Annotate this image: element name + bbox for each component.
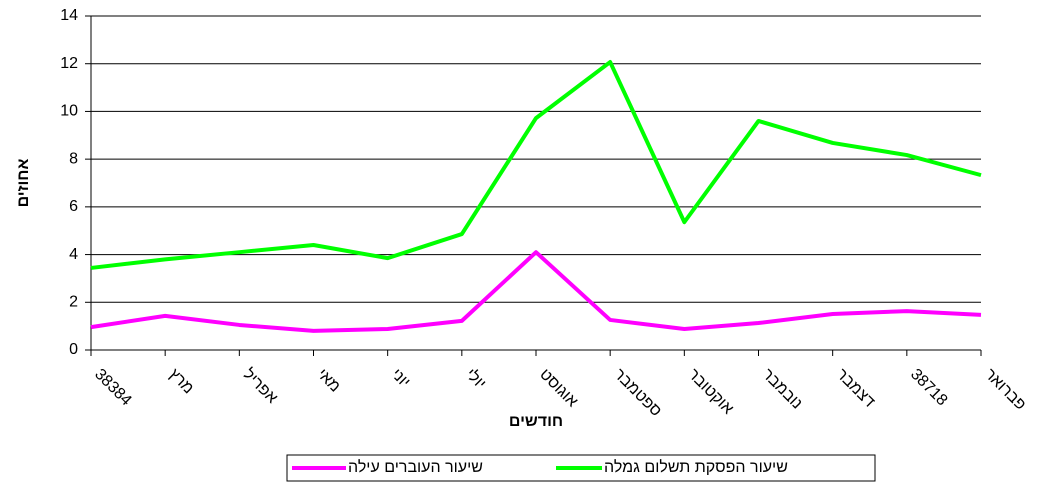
x-tick-label: אוקטובר	[685, 366, 737, 418]
legend-label: שיעור הפסקת תשלום גמלה	[604, 458, 788, 476]
y-tick-label: 4	[69, 246, 78, 263]
y-tick-label: 6	[69, 198, 78, 215]
series-line	[90, 60, 982, 270]
y-axis-title: אחוזים	[15, 159, 32, 208]
x-tick-label: אפריל	[240, 365, 282, 407]
y-tick-label: 8	[69, 150, 78, 167]
x-tick-label: פברואר	[981, 366, 1029, 414]
x-tick-label: דצמבר	[833, 366, 878, 411]
x-tick-label: יוני	[388, 366, 413, 391]
x-tick-label: יולי	[462, 365, 490, 393]
x-tick-label: מרץ	[165, 366, 197, 398]
x-tick-label: מאי	[314, 366, 344, 396]
y-tick-label: 14	[60, 7, 78, 24]
series-line	[90, 250, 982, 333]
x-axis-title: חודשים	[509, 413, 563, 430]
y-tick-label: 10	[60, 103, 78, 120]
x-tick-label: ספטמבר	[610, 366, 664, 420]
legend-label: שיעור העוברים עילה	[348, 458, 483, 476]
y-tick-label: 0	[69, 341, 78, 358]
x-tick-label: אוגוסט	[536, 366, 581, 411]
x-tick-label: נובמבר	[759, 366, 806, 413]
y-tick-label: 2	[69, 294, 78, 311]
x-tick-label: 38718	[907, 366, 951, 410]
y-tick-label: 12	[60, 55, 78, 72]
x-tick-label: 38384	[91, 366, 135, 410]
